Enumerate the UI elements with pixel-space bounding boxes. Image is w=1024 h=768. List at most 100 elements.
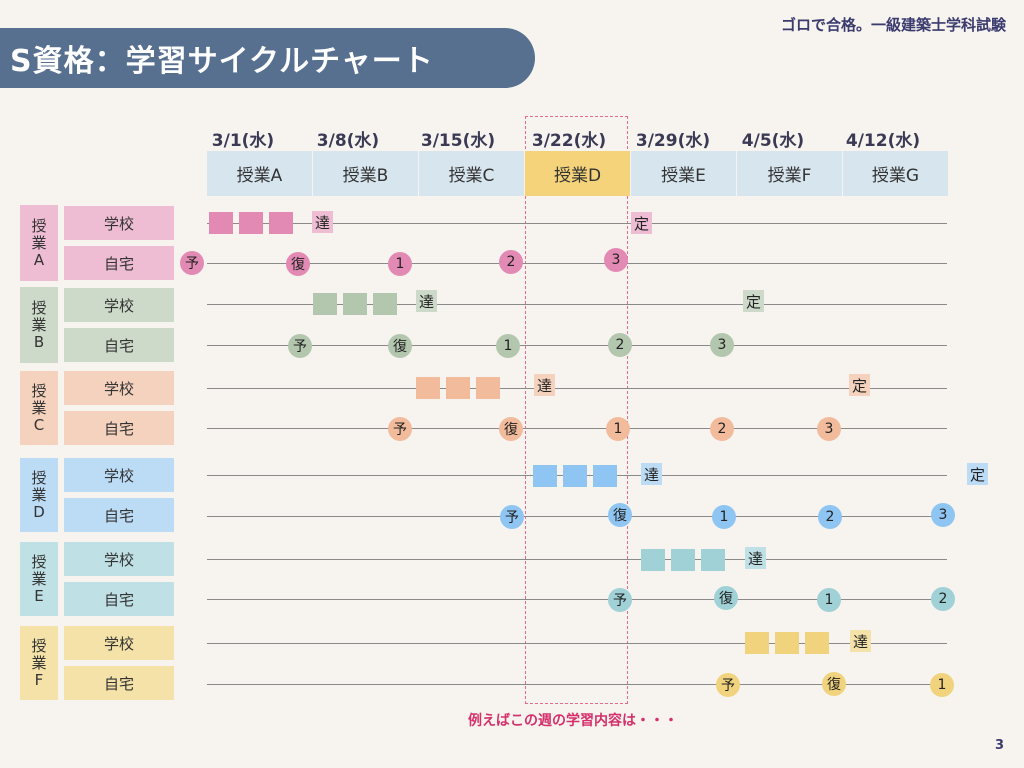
achieve-tag: 達	[850, 630, 872, 652]
repeat-mark-1: 1	[606, 417, 630, 441]
class-session-block	[416, 377, 440, 399]
timeline-line	[207, 643, 947, 644]
date-label: 3/15(水)	[420, 131, 496, 151]
class-session-block	[343, 293, 367, 315]
repeat-mark-1: 1	[817, 588, 841, 612]
date-label: 4/5(水)	[741, 131, 805, 151]
timeline-line	[207, 599, 947, 600]
repeat-mark-2: 2	[710, 417, 734, 441]
row-label-school: 学校	[64, 458, 174, 492]
achieve-tag: 達	[534, 374, 556, 396]
brand-text: ゴロで合格。一級建築士学科試験	[780, 16, 1006, 34]
repeat-mark-2: 2	[931, 587, 955, 611]
review-mark: 復	[608, 503, 632, 527]
review-mark: 復	[714, 586, 738, 610]
lesson-header: 授業C	[419, 151, 524, 196]
row-label-home: 自宅	[64, 666, 174, 700]
date-label: 4/12(水)	[845, 131, 921, 151]
lesson-header: 授業F	[737, 151, 842, 196]
class-session-block	[373, 293, 397, 315]
lesson-header: 授業G	[843, 151, 948, 196]
fix-tag: 定	[849, 374, 871, 396]
repeat-mark-2: 2	[818, 505, 842, 529]
preview-mark: 予	[608, 588, 632, 612]
class-session-block	[239, 212, 263, 234]
row-label-home: 自宅	[64, 411, 174, 445]
class-session-block	[269, 212, 293, 234]
class-session-block	[641, 549, 665, 571]
timeline-line	[207, 428, 947, 429]
class-session-block	[533, 465, 557, 487]
week-highlight-frame	[525, 116, 628, 704]
fix-tag: 定	[631, 212, 653, 234]
review-mark: 復	[822, 672, 846, 696]
row-label-home: 自宅	[64, 246, 174, 280]
date-label: 3/29(水)	[635, 131, 711, 151]
repeat-mark-1: 1	[388, 252, 412, 276]
timeline-line	[207, 516, 947, 517]
class-session-block	[563, 465, 587, 487]
review-mark: 復	[388, 334, 412, 358]
timeline-line	[207, 684, 947, 685]
fix-tag: 定	[967, 463, 989, 485]
row-label-school: 学校	[64, 542, 174, 576]
lesson-header: 授業A	[207, 151, 312, 196]
row-label-school: 学校	[64, 288, 174, 322]
class-session-block	[313, 293, 337, 315]
preview-mark: 予	[716, 673, 740, 697]
achieve-tag: 達	[745, 547, 767, 569]
preview-mark: 予	[288, 334, 312, 358]
class-session-block	[593, 465, 617, 487]
row-label-school: 学校	[64, 626, 174, 660]
class-session-block	[701, 549, 725, 571]
review-mark: 復	[286, 252, 310, 276]
page-number: 3	[994, 738, 1004, 753]
preview-mark: 予	[500, 505, 524, 529]
timeline-line	[207, 559, 947, 560]
lesson-header: 授業B	[313, 151, 418, 196]
date-label: 3/1(水)	[211, 131, 275, 151]
preview-mark: 予	[180, 251, 204, 275]
repeat-mark-2: 2	[608, 333, 632, 357]
fix-tag: 定	[743, 290, 765, 312]
timeline-line	[207, 223, 947, 224]
timeline-line	[207, 263, 947, 264]
timeline-line	[207, 304, 947, 305]
achieve-tag: 達	[312, 211, 334, 233]
achieve-tag: 達	[416, 290, 438, 312]
lesson-header-highlighted: 授業D	[525, 151, 630, 196]
review-mark: 復	[499, 417, 523, 441]
class-session-block	[805, 632, 829, 654]
achieve-tag: 達	[641, 463, 663, 485]
repeat-mark-3: 3	[710, 333, 734, 357]
repeat-mark-3: 3	[604, 248, 628, 272]
date-label: 3/22(水)	[531, 131, 607, 151]
row-label-home: 自宅	[64, 582, 174, 616]
repeat-mark-1: 1	[930, 673, 954, 697]
class-session-block	[476, 377, 500, 399]
timeline-line	[207, 345, 947, 346]
repeat-mark-1: 1	[496, 334, 520, 358]
lesson-header: 授業E	[631, 151, 736, 196]
class-session-block	[671, 549, 695, 571]
row-label-school: 学校	[64, 206, 174, 240]
row-label-home: 自宅	[64, 328, 174, 362]
repeat-mark-2: 2	[499, 250, 523, 274]
class-session-block	[446, 377, 470, 399]
class-session-block	[775, 632, 799, 654]
repeat-mark-3: 3	[931, 503, 955, 527]
row-label-home: 自宅	[64, 498, 174, 532]
date-label: 3/8(水)	[316, 131, 380, 151]
class-session-block	[209, 212, 233, 234]
